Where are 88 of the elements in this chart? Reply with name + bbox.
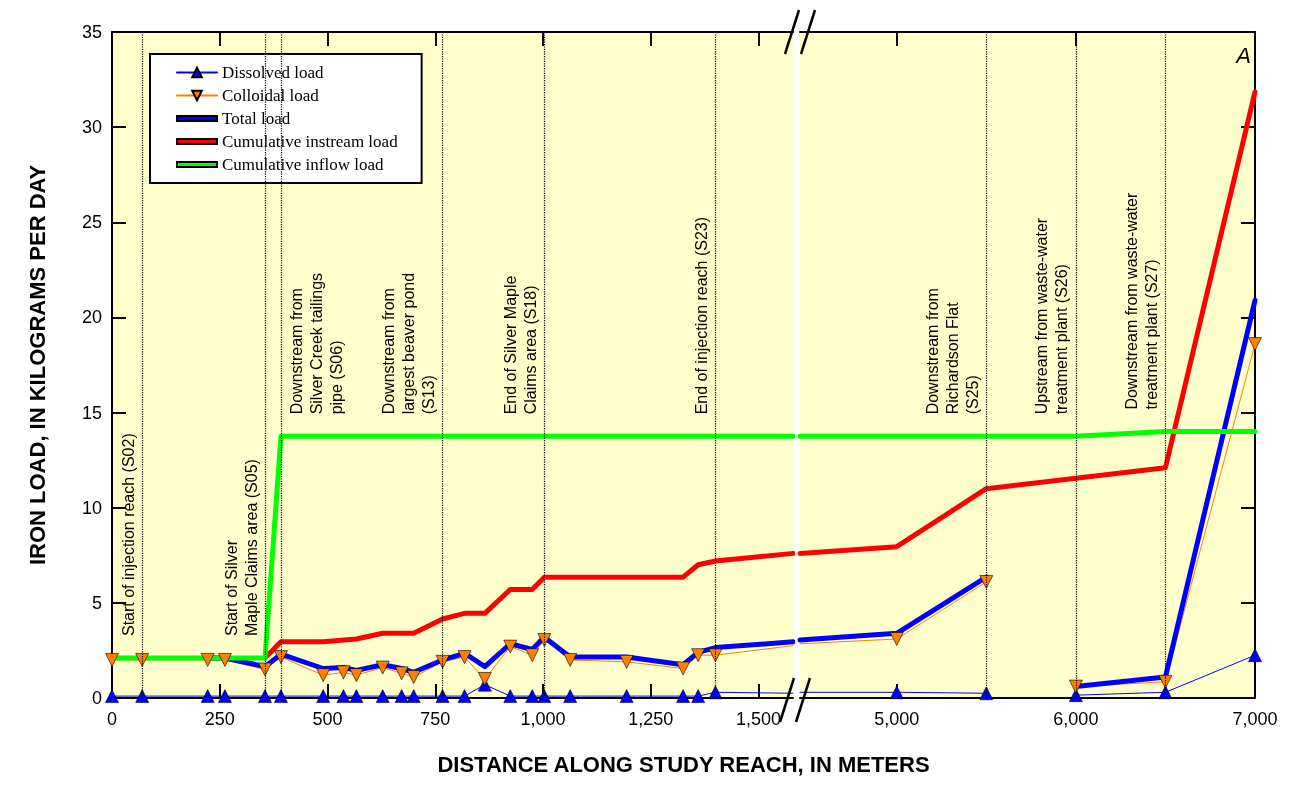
point	[200, 653, 215, 667]
point	[435, 655, 450, 669]
point	[979, 575, 994, 589]
point	[979, 686, 994, 701]
point	[135, 653, 149, 667]
point	[105, 653, 119, 667]
point	[406, 689, 421, 703]
y-tick-label: 25	[81, 212, 102, 233]
ref-line-label: Upstream from waste-water treatment plant (S26)	[1033, 217, 1071, 415]
x-tick-label: 750	[420, 709, 451, 729]
point	[258, 662, 272, 677]
legend-label: Cumulative instream load	[222, 132, 399, 151]
point	[394, 666, 409, 681]
legend-label: Dissolved load	[222, 63, 325, 82]
point	[691, 689, 705, 703]
y-tick-label: 10	[81, 497, 102, 518]
legend-label: Total load	[222, 109, 291, 128]
x-tick-label: 6,000	[1053, 709, 1099, 729]
point	[525, 689, 540, 703]
point	[375, 660, 390, 675]
point	[316, 689, 330, 703]
point	[457, 689, 472, 703]
point	[1248, 648, 1262, 662]
point	[619, 655, 634, 669]
ref-line-label: End of Silver Maple Claims area (S18)	[501, 275, 539, 415]
x-tick-label: 250	[204, 709, 235, 729]
point	[1069, 679, 1083, 694]
point	[708, 648, 723, 662]
point	[537, 689, 552, 703]
point	[537, 633, 552, 647]
point	[1248, 337, 1262, 351]
point	[503, 639, 518, 654]
point	[316, 668, 330, 682]
point	[200, 689, 215, 703]
point	[503, 689, 518, 703]
point	[218, 653, 232, 667]
legend-label: Colloidal load	[222, 86, 320, 105]
ref-line-label: Downstream from waste-water treatment plant (S27)	[1122, 191, 1160, 410]
point	[676, 689, 690, 703]
point	[218, 689, 232, 703]
y-tick-label: 0	[91, 688, 102, 708]
point	[619, 689, 634, 703]
point	[889, 632, 904, 646]
point	[478, 672, 492, 686]
point	[708, 685, 723, 700]
point	[375, 689, 390, 703]
x-axis-title: DISTANCE ALONG STUDY REACH, IN METERS	[436, 752, 931, 778]
point	[349, 668, 364, 682]
point	[889, 685, 904, 700]
point	[457, 650, 472, 664]
x-tick-label: 1,500	[736, 709, 782, 729]
point	[258, 689, 272, 703]
point	[135, 689, 149, 703]
point	[1158, 675, 1173, 689]
point	[406, 670, 421, 684]
x-tick-label: 7,000	[1232, 709, 1278, 729]
annotation: A	[1234, 42, 1252, 68]
point	[349, 689, 364, 703]
point	[525, 648, 540, 662]
y-axis-title: IRON LOAD, IN KILOGRAMS PER DAY	[24, 164, 50, 566]
point	[563, 653, 577, 667]
ref-line-label: Start of injection reach (S02)	[119, 433, 137, 637]
point	[676, 661, 690, 676]
point	[274, 650, 288, 664]
legend-label: Cumulative inflow load	[222, 155, 384, 174]
point	[336, 665, 351, 680]
point	[563, 689, 577, 703]
point	[336, 689, 351, 703]
y-tick-label: 5	[91, 592, 102, 613]
x-tick-label: 0	[106, 709, 118, 729]
point	[435, 689, 450, 703]
ref-line-label: Downstream from Silver Creek tailings pipe (S06)	[288, 272, 346, 415]
x-tick-label: 500	[312, 709, 343, 729]
x-tick-label: 1,000	[520, 709, 566, 729]
y-tick-label: 20	[81, 307, 102, 328]
ref-line-label: Start of Silver Maple Claims area (S05)	[222, 459, 260, 637]
x-tick-label: 5,000	[874, 709, 920, 729]
point	[691, 648, 705, 662]
point	[274, 689, 288, 703]
x-tick-label: 1,250	[628, 709, 674, 729]
point	[394, 689, 409, 703]
ref-line-label: End of injection reach (S23)	[692, 216, 710, 415]
point	[105, 689, 119, 703]
ref-line-label: Downstream from largest beaver pond (S13)	[380, 272, 438, 415]
y-tick-label: 15	[81, 402, 102, 423]
ref-line-label: Downstream from Richardson Flat (S25)	[923, 288, 981, 415]
y-tick-label: 30	[81, 117, 102, 138]
y-tick-label: 35	[81, 22, 102, 42]
